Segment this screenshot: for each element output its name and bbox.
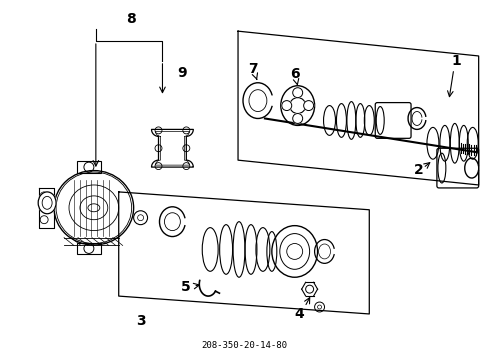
- Ellipse shape: [38, 192, 56, 214]
- Circle shape: [281, 100, 291, 111]
- Text: 6: 6: [289, 67, 299, 81]
- Text: 1: 1: [451, 54, 461, 68]
- Text: 2: 2: [413, 163, 423, 177]
- Text: 7: 7: [247, 62, 257, 76]
- Text: 208-350-20-14-80: 208-350-20-14-80: [201, 341, 286, 350]
- Circle shape: [292, 113, 302, 123]
- Circle shape: [292, 88, 302, 98]
- Text: 8: 8: [125, 12, 135, 26]
- Text: 5: 5: [180, 280, 190, 294]
- Circle shape: [303, 100, 313, 111]
- Text: 4: 4: [294, 307, 304, 321]
- Text: 3: 3: [136, 314, 145, 328]
- Text: 9: 9: [177, 66, 187, 80]
